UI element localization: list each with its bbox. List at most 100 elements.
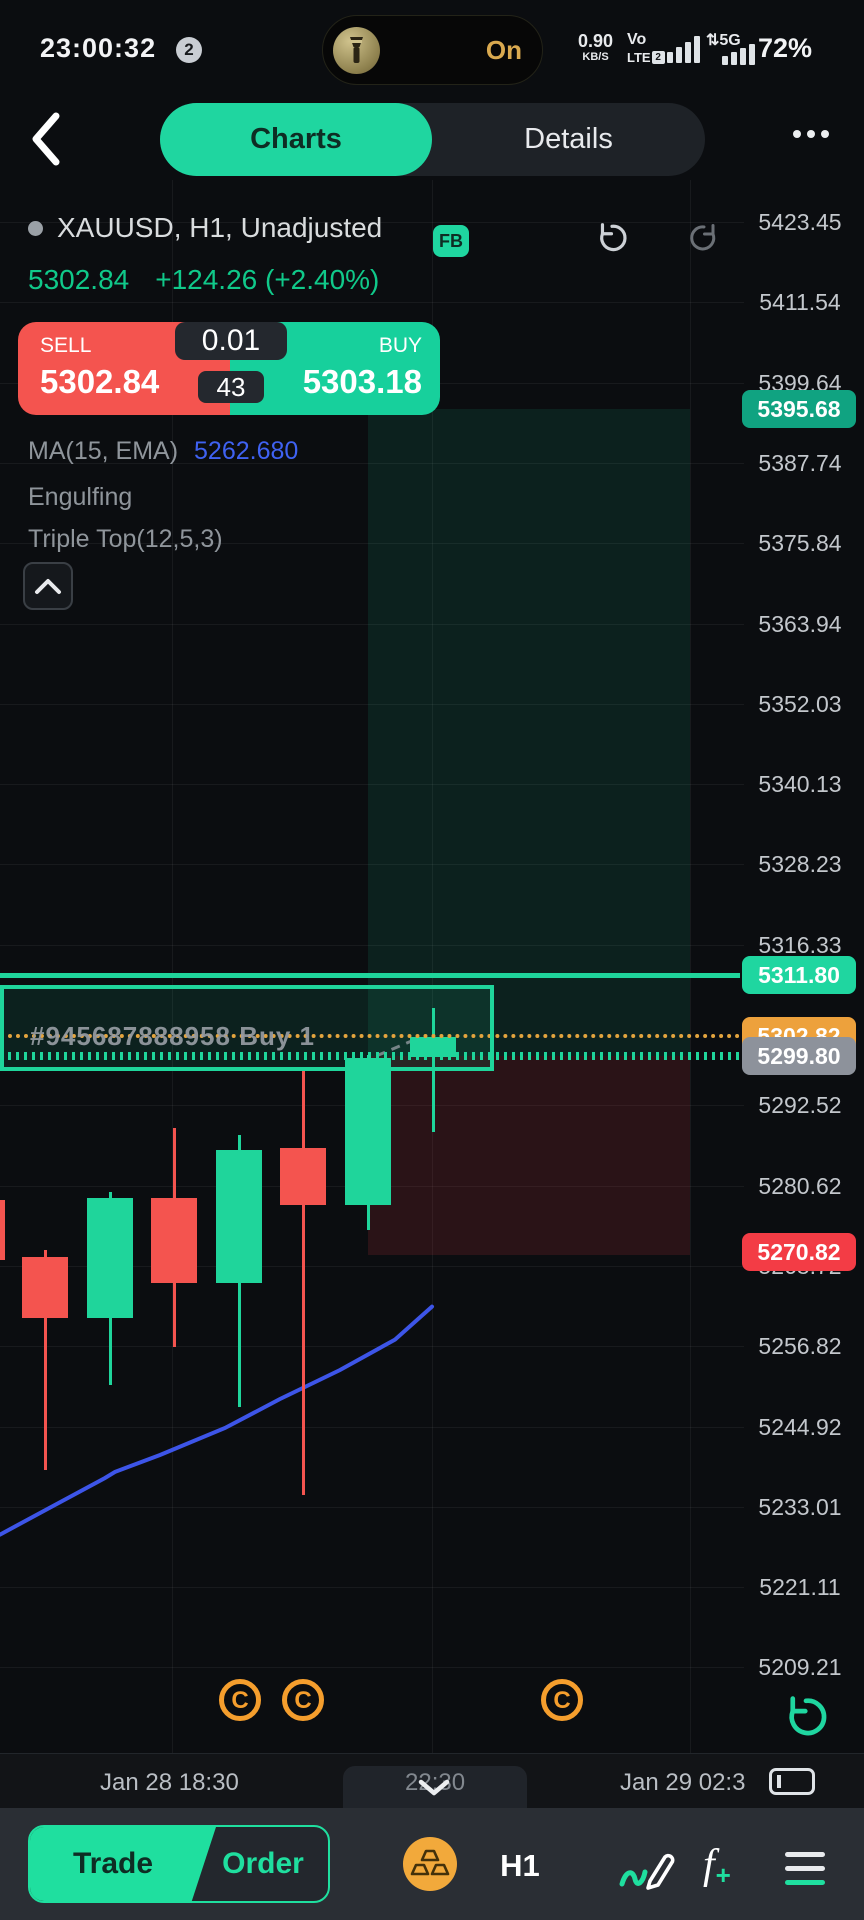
clock: 23:00:32	[40, 33, 157, 63]
quick-order-panel: SELL 5302.84 BUY 5303.18 0.01 43	[18, 322, 440, 415]
chevron-down-icon	[418, 1779, 450, 1796]
price-badge-price-line: 5311.80	[742, 956, 856, 995]
5g-label: ⇅5G	[706, 32, 741, 49]
price-tick-label: 5209.21	[758, 1654, 842, 1681]
grid-line-horizontal	[0, 1426, 744, 1428]
price-tick-label: 5352.03	[758, 690, 842, 717]
redo-button[interactable]	[687, 221, 721, 260]
price-tick-label: 5340.13	[758, 771, 842, 798]
grid-line-vertical	[432, 180, 433, 1753]
candle	[0, 1199, 5, 1261]
chevron-up-icon	[35, 578, 61, 594]
instrument-button[interactable]	[403, 1837, 457, 1891]
more-menu-button[interactable]	[793, 130, 829, 138]
status-bar: 23:00:32 2 On 0.90 KB/S Vo LTE 2 ⇅5G	[0, 0, 864, 100]
volte-indicator: Vo LTE 2	[627, 32, 665, 64]
back-chevron-icon	[32, 112, 60, 166]
grid-line-horizontal	[0, 703, 744, 705]
copyright-icon: C	[219, 1679, 261, 1721]
tab-charts[interactable]: Charts	[160, 103, 432, 176]
grid-line-vertical	[690, 180, 691, 1753]
grid-line-horizontal	[0, 543, 744, 545]
indicator-ma[interactable]: MA(15, EMA) 5262.680	[28, 437, 299, 465]
price-tick-label: 5233.01	[758, 1493, 842, 1520]
lot-size-field[interactable]: 0.01	[175, 322, 287, 360]
grid-line-horizontal	[0, 784, 744, 786]
position-label: #945687888958 Buy 1	[30, 1021, 316, 1051]
indicator-triple-top[interactable]: Triple Top(12,5,3)	[28, 525, 223, 553]
price-tick-label: 5411.54	[759, 289, 841, 316]
network-speed: 0.90 KB/S	[578, 31, 614, 63]
price-tick-label: 5244.92	[758, 1413, 842, 1440]
flashlight-toggle[interactable]: On	[322, 15, 543, 85]
notification-badge: 2	[176, 37, 202, 63]
price-chart[interactable]: XAUUSD, H1, Unadjusted FB 5302.84 +124.2…	[0, 180, 864, 1753]
collapse-panel-button[interactable]	[415, 1778, 453, 1803]
entry-price-line	[0, 1052, 740, 1061]
ma-line-layer	[0, 1038, 434, 1537]
order-tab[interactable]: Order	[222, 1847, 304, 1880]
indicator-engulfing[interactable]: Engulfing	[28, 483, 133, 511]
timeframe-button[interactable]: H1	[500, 1848, 540, 1883]
price-tick-label: 5280.62	[758, 1172, 842, 1199]
undo-button[interactable]	[594, 220, 630, 261]
symbol-row[interactable]: XAUUSD, H1, Unadjusted	[28, 212, 382, 244]
price-tick-label: 5363.94	[758, 610, 842, 637]
price-tick-label: 5423.45	[758, 209, 842, 235]
indicators-button[interactable]: f+	[703, 1842, 731, 1890]
candle	[22, 1256, 68, 1319]
grid-line-horizontal	[0, 222, 744, 223]
last-price: 5302.84	[28, 264, 130, 295]
candle	[151, 1197, 197, 1283]
grid-line-horizontal	[0, 623, 744, 625]
candle-wick	[43, 1249, 47, 1470]
reset-view-button[interactable]	[781, 1692, 831, 1747]
candle-wick	[301, 1067, 305, 1495]
grid-line-vertical	[172, 180, 173, 1753]
grid-line-horizontal	[0, 1667, 744, 1669]
flashlight-state-label: On	[485, 35, 522, 65]
price-tick-label: 5387.74	[758, 449, 842, 476]
price-tick-label: 5221.11	[759, 1574, 841, 1601]
price-tick-label: 5292.52	[758, 1092, 842, 1119]
copyright-icon: C	[282, 1679, 324, 1721]
sim2-badge: 2	[651, 51, 665, 64]
trade-order-toggle: Trade Order	[28, 1825, 330, 1903]
bottom-toolbar: Trade Order H1 f+	[0, 1808, 864, 1920]
redo-icon	[690, 224, 716, 251]
take-profit-zone	[368, 409, 690, 1057]
stop-loss-zone	[368, 1056, 690, 1255]
trade-tab[interactable]: Trade	[30, 1827, 216, 1901]
drawing-tools-button[interactable]	[616, 1844, 676, 1899]
gold-bars-icon	[410, 1849, 450, 1876]
candle	[216, 1150, 262, 1283]
candle	[410, 1036, 456, 1057]
price-tick-label: 5316.33	[758, 931, 842, 958]
grid-line-horizontal	[0, 1265, 744, 1267]
back-button[interactable]	[24, 108, 72, 170]
nav-bar: Charts Details	[0, 100, 864, 180]
time-label-right: Jan 29 02:3	[620, 1769, 746, 1796]
reset-arrow-icon	[789, 1696, 827, 1736]
symbol-title: XAUUSD, H1, Unadjusted	[57, 212, 383, 243]
grid-line-horizontal	[0, 1346, 744, 1348]
copyright-icon: C	[541, 1679, 583, 1721]
grid-line-horizontal	[0, 462, 744, 464]
price-line-solid	[0, 973, 740, 979]
last-price-row: 5302.84 +124.26 (+2.40%)	[28, 264, 379, 296]
time-axis-tab[interactable]	[343, 1766, 527, 1809]
price-badge-entry-price: 5299.80	[742, 1037, 856, 1076]
grid-line-horizontal	[0, 1587, 744, 1589]
fullscreen-button[interactable]	[769, 1768, 815, 1795]
flashlight-icon	[333, 27, 380, 74]
battery-percent: 72%	[758, 33, 813, 63]
grid-line-horizontal	[0, 1506, 744, 1508]
price-tick-label: 5328.23	[758, 851, 842, 878]
fb-flag-badge: FB	[433, 225, 469, 257]
collapse-legend-button[interactable]	[23, 562, 73, 610]
undo-icon	[600, 223, 627, 252]
price-badge-take-profit: 5395.68	[742, 390, 856, 429]
tab-details[interactable]: Details	[524, 123, 613, 155]
menu-button[interactable]	[785, 1852, 825, 1885]
